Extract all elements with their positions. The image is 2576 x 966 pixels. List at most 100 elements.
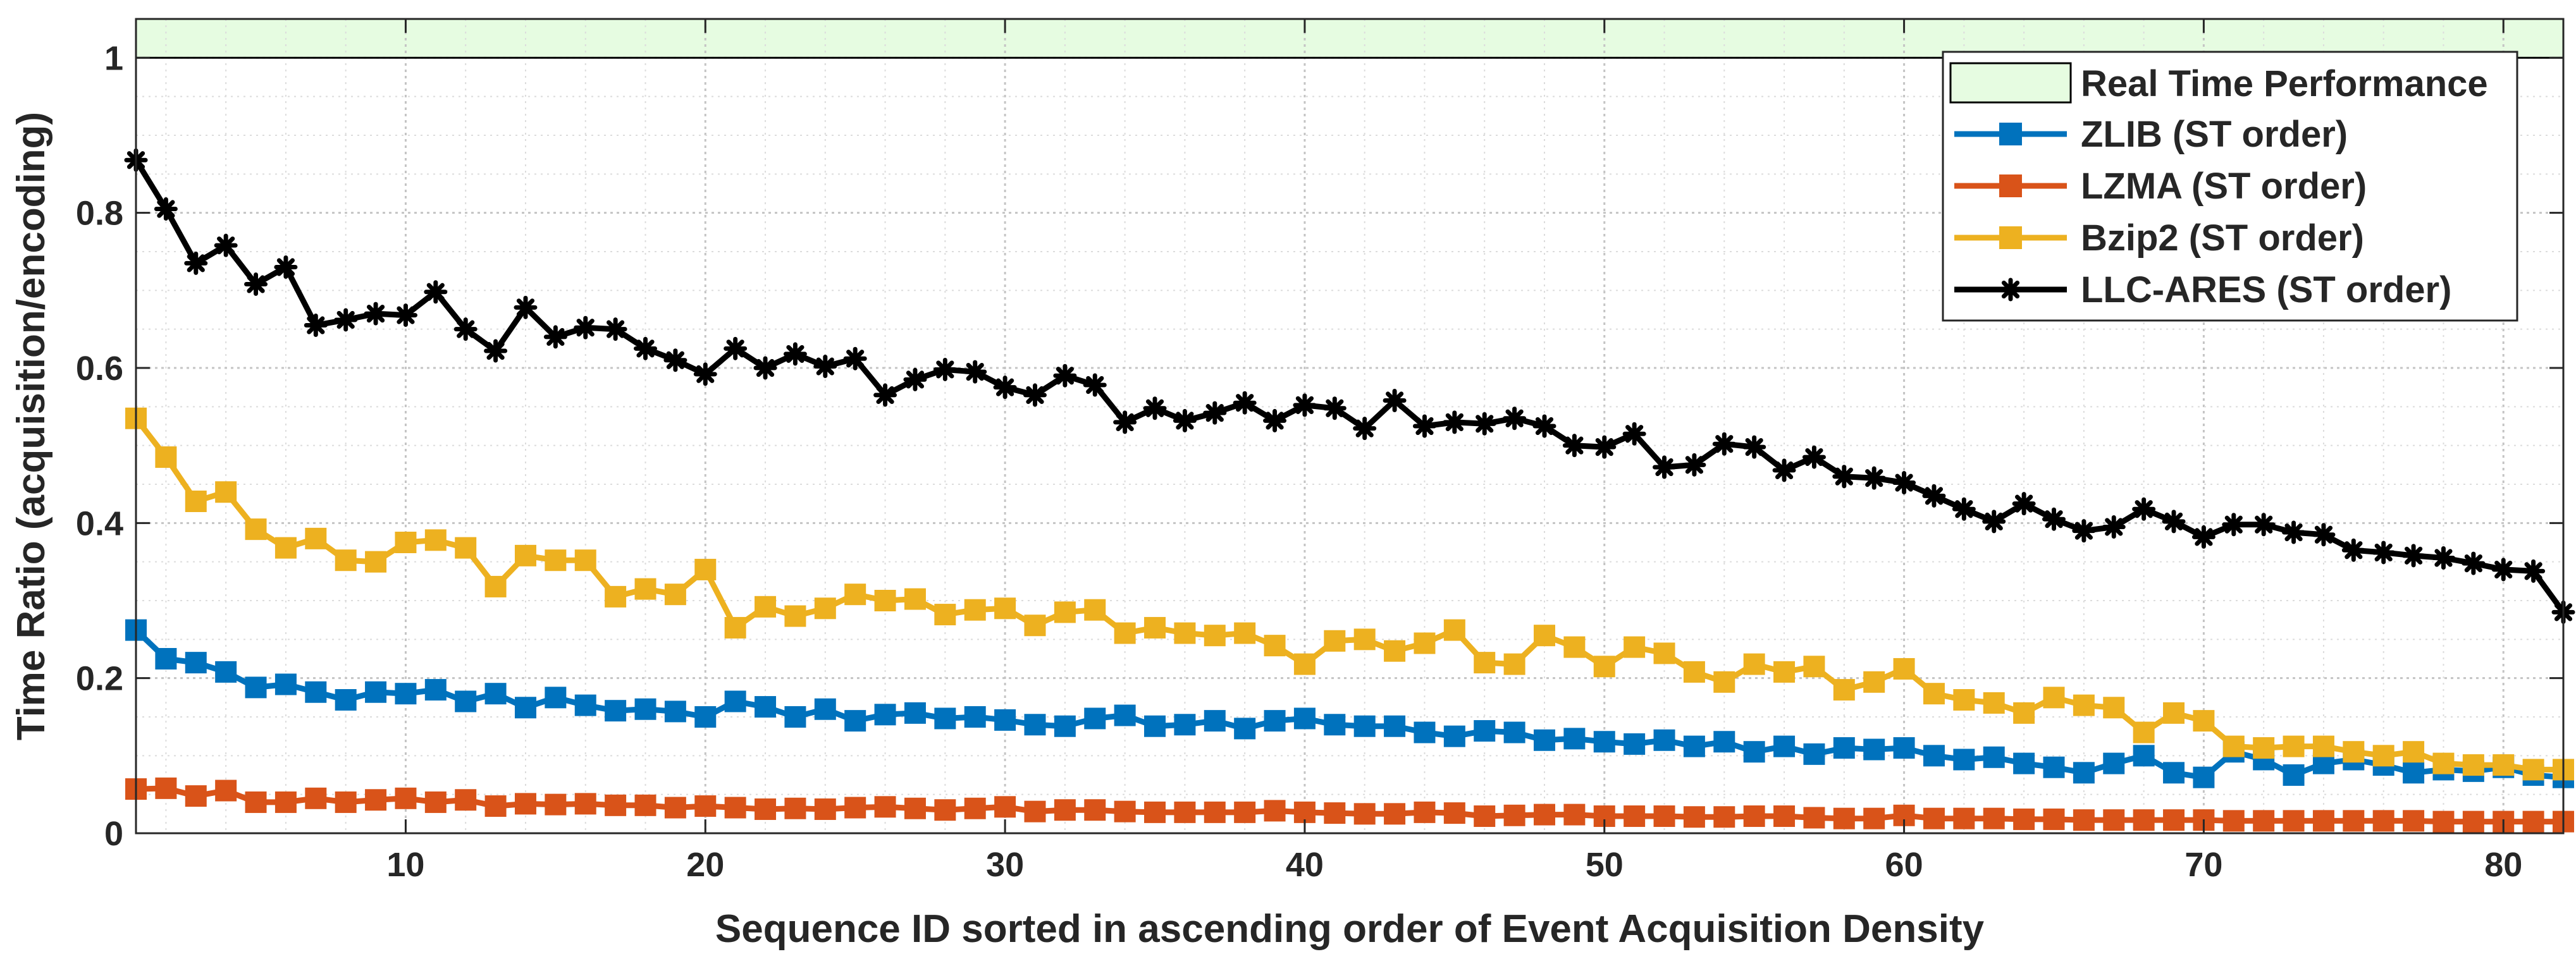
data-point: [904, 588, 926, 610]
data-point: [1593, 656, 1615, 678]
data-point: [1563, 636, 1586, 658]
data-point: [1803, 743, 1825, 765]
data-point: [1324, 630, 1346, 652]
x-tick-label: 40: [1286, 846, 1324, 884]
data-point: [1983, 692, 2005, 714]
data-point: [2493, 754, 2515, 776]
data-point: [2042, 507, 2066, 531]
data-point: [2072, 519, 2096, 543]
data-point: [605, 585, 627, 608]
data-point: [574, 793, 596, 815]
data-point: [2103, 697, 2125, 719]
data-point: [484, 683, 507, 705]
x-tick-label: 30: [986, 846, 1024, 884]
data-point: [1503, 653, 1525, 675]
data-point: [2163, 809, 2185, 831]
data-point: [1683, 806, 1705, 828]
data-point: [305, 681, 327, 703]
data-point: [784, 797, 806, 819]
data-point: [2013, 808, 2035, 830]
data-point: [1653, 805, 1675, 828]
data-point: [693, 362, 717, 386]
legend: Real Time Performance ZLIB (ST order) LZM…: [1942, 51, 2518, 322]
data-point: [1593, 731, 1615, 753]
data-point: [1234, 801, 1256, 823]
data-point: [2341, 538, 2365, 562]
data-point: [215, 780, 237, 802]
x-tick-label: 10: [386, 846, 424, 884]
data-point: [1893, 737, 1915, 759]
data-point: [424, 529, 447, 551]
data-point: [1922, 484, 1946, 508]
data-point: [514, 544, 536, 566]
data-point: [274, 673, 297, 695]
data-point: [664, 797, 686, 819]
data-point: [1712, 432, 1736, 456]
data-point: [1953, 749, 1975, 771]
data-point: [1533, 729, 1555, 751]
data-point: [2462, 551, 2486, 575]
data-point: [1683, 735, 1705, 757]
data-point: [634, 336, 658, 360]
data-point: [395, 787, 417, 809]
x-axis-label: Sequence ID sorted in ascending order of…: [715, 907, 1985, 951]
data-point: [514, 697, 536, 719]
data-point: [1802, 445, 1826, 469]
data-point: [1144, 616, 1166, 639]
data-point: [1983, 746, 2005, 768]
data-point: [2043, 808, 2065, 830]
data-point: [1713, 806, 1735, 828]
data-point: [993, 376, 1017, 400]
y-tick-label: 0.6: [76, 350, 123, 388]
data-point: [1293, 393, 1317, 417]
legend-label: LZMA (ST order): [2081, 166, 2367, 207]
data-point: [1833, 807, 1855, 829]
data-point: [2193, 710, 2215, 732]
data-point: [455, 789, 477, 811]
data-point: [1923, 745, 1945, 767]
data-point: [2312, 735, 2334, 757]
data-point: [2043, 687, 2065, 709]
data-point: [724, 336, 748, 360]
data-point: [215, 481, 237, 503]
data-point: [1624, 733, 1646, 755]
data-point: [2133, 809, 2155, 831]
data-point: [603, 317, 627, 341]
data-point: [1562, 434, 1586, 458]
data-point: [365, 551, 387, 573]
data-point: [634, 578, 656, 600]
data-point: [2283, 764, 2305, 786]
data-point: [155, 777, 177, 799]
data-point: [2133, 745, 2155, 767]
data-point: [2432, 752, 2455, 774]
data-point: [395, 532, 417, 553]
data-point: [1324, 802, 1346, 824]
x-tick-label: 50: [1586, 846, 1624, 884]
legend-marker: [1999, 226, 2022, 249]
data-point: [1204, 710, 1226, 732]
data-point: [1833, 679, 1855, 701]
data-point: [755, 798, 777, 820]
data-point: [2282, 520, 2306, 544]
data-point: [2193, 766, 2215, 788]
data-point: [1414, 801, 1436, 823]
data-point: [964, 797, 986, 819]
data-point: [1084, 707, 1106, 730]
data-point: [1892, 471, 1916, 495]
data-point: [1803, 807, 1825, 829]
data-point: [2073, 762, 2095, 784]
data-point: [755, 596, 777, 618]
data-point: [1322, 396, 1347, 420]
data-point: [334, 308, 358, 332]
data-point: [994, 597, 1016, 620]
data-point: [1593, 435, 1617, 459]
data-point: [1563, 728, 1586, 750]
data-point: [1862, 466, 1886, 490]
data-point: [1982, 510, 2006, 534]
data-point: [844, 584, 866, 606]
data-point: [2343, 741, 2365, 763]
data-point: [1953, 807, 1975, 829]
data-point: [155, 446, 177, 468]
data-point: [2163, 762, 2185, 784]
